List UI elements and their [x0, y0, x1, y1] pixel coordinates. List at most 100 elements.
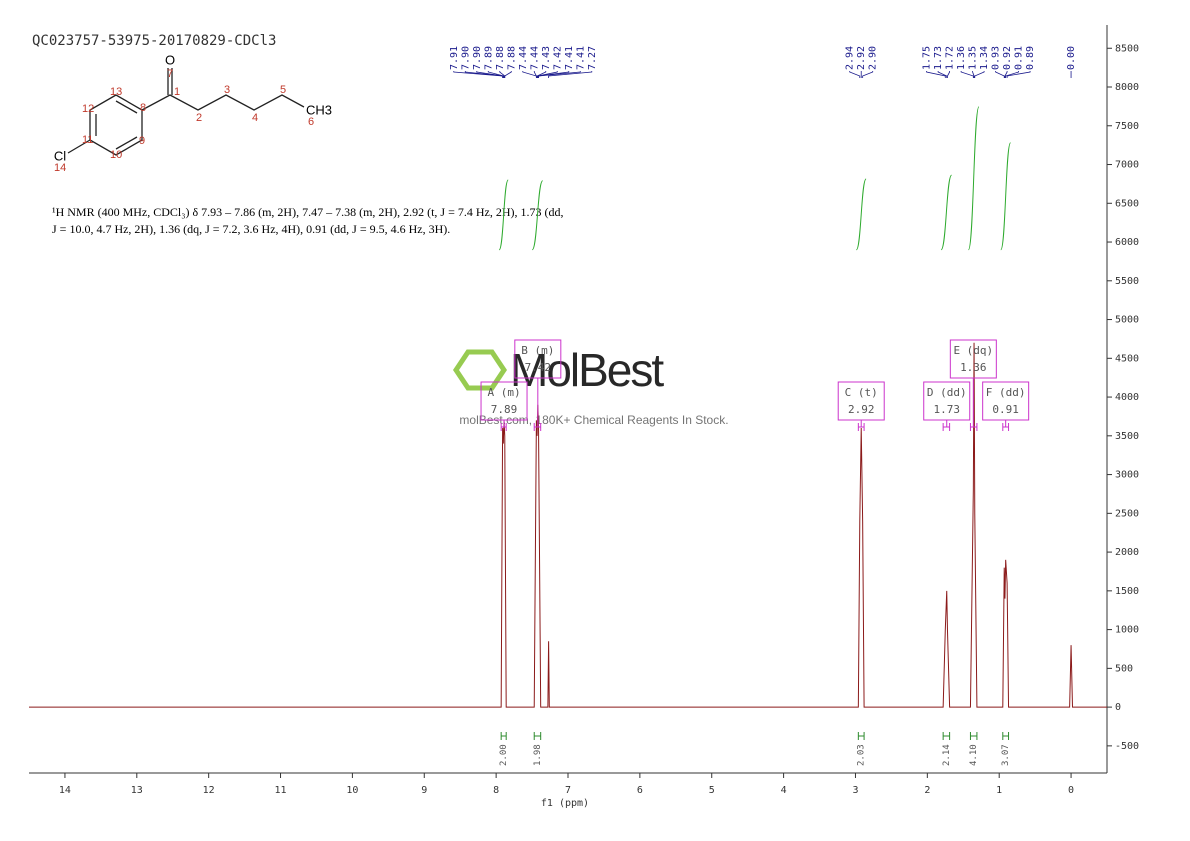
bond: [115, 100, 138, 114]
atom-number: 12: [82, 103, 94, 115]
peak-connector: [536, 71, 547, 78]
atom-label: Cl: [54, 148, 66, 163]
peak-label: 7.44: [518, 46, 529, 70]
nmr-description: ¹H NMR (400 MHz, CDCl₃) δ 7.93 – 7.86 (m…: [52, 205, 564, 219]
peak-connector: [972, 71, 975, 78]
y-tick-label: -500: [1115, 741, 1139, 752]
y-tick-label: 4500: [1115, 353, 1139, 364]
integral-label: 2.03: [857, 744, 867, 766]
spectrum: [29, 342, 1107, 708]
integral-label: 4.10: [969, 744, 979, 766]
y-tick-label: 2000: [1115, 547, 1139, 558]
peak-connector: [533, 71, 537, 78]
y-tick-label: 4000: [1115, 392, 1139, 403]
peak-label: 1.72: [945, 46, 956, 70]
x-axis-label: f1 (ppm): [541, 798, 589, 809]
peak-connector: [926, 71, 946, 78]
integral-curve: [498, 179, 509, 251]
peak-label: 1.36: [956, 46, 967, 70]
peak-label: 0.91: [1014, 46, 1025, 70]
peak-connector: [974, 71, 985, 78]
peak-label: 7.41: [575, 46, 586, 70]
integral-curve: [531, 180, 544, 251]
multiplet-label: C (t): [845, 386, 878, 399]
multiplet-label: E (dq): [953, 344, 993, 357]
multiplet-bracket: [500, 423, 507, 431]
y-tick-label: 6500: [1115, 198, 1139, 209]
peak-connector: [538, 71, 581, 78]
atom-number: 8: [140, 102, 146, 114]
peak-connector: [1005, 71, 1020, 78]
x-tick-label: 7: [565, 785, 571, 796]
peak-label: 2.94: [845, 46, 856, 70]
structure: [67, 68, 305, 156]
peak-connector: [862, 71, 874, 78]
peak-connector: [537, 71, 558, 78]
x-tick-label: 5: [709, 785, 715, 796]
peak-label: 1.73: [933, 46, 944, 70]
peak-connector: [947, 71, 951, 78]
y-tick-label: 2500: [1115, 508, 1139, 519]
multiplet-shift: 2.92: [848, 403, 875, 416]
peak-label: 0.89: [1025, 46, 1036, 70]
multiplet-bracket: [942, 423, 951, 431]
peak-label: 7.41: [564, 46, 575, 70]
x-tick-label: 12: [203, 785, 215, 796]
peak-connector: [937, 71, 948, 78]
x-tick-label: 14: [59, 785, 71, 796]
integral-curve: [967, 106, 980, 251]
x-tick-label: 3: [852, 785, 858, 796]
peak-connector: [960, 71, 974, 78]
peak-connector: [487, 71, 505, 78]
multiplet-bracket: [857, 423, 865, 431]
peak-label: 7.42: [552, 46, 563, 70]
integral-curve: [855, 178, 867, 251]
x-tick-label: 0: [1068, 785, 1074, 796]
x-tick-label: 6: [637, 785, 643, 796]
peak-label: 2.92: [856, 46, 867, 70]
atom-label: O: [165, 52, 175, 67]
bond: [115, 136, 138, 150]
atom-number: 1: [174, 86, 180, 98]
integral-label: 1.98: [533, 744, 543, 766]
peak-label: 1.75: [922, 46, 933, 70]
chain: [141, 94, 305, 111]
peak-label: 0.93: [991, 46, 1002, 70]
x-tick-label: 1: [996, 785, 1002, 796]
peak-label: 7.89: [483, 46, 494, 70]
integral-bracket: [533, 732, 542, 740]
integral-label: 3.07: [1001, 744, 1011, 766]
multiplet-shift: 7.42: [525, 361, 552, 374]
peak-label: 7.91: [449, 46, 460, 70]
peak-label: 7.27: [587, 46, 598, 70]
peak-connector: [504, 71, 512, 78]
integral-bracket: [942, 732, 951, 740]
peak-connector: [548, 71, 593, 78]
multiplet-label: F (dd): [986, 386, 1026, 399]
multiplet-label: B (m): [521, 344, 554, 357]
brand: MolBest: [510, 344, 664, 396]
x-tick-label: 2: [924, 785, 930, 796]
y-tick-label: 5000: [1115, 315, 1139, 326]
multiplet-shift: 1.73: [933, 403, 960, 416]
y-tick-label: 5500: [1115, 276, 1139, 287]
peak-connector: [476, 71, 504, 78]
peak-connector: [1004, 71, 1008, 78]
x-tick-label: 8: [493, 785, 499, 796]
y-tick-label: 7000: [1115, 160, 1139, 171]
atom-number: 3: [224, 84, 230, 96]
y-tick-label: 1000: [1115, 625, 1139, 636]
atom-number: 14: [54, 162, 66, 174]
peak-label: 7.44: [529, 46, 540, 70]
atom-number: 2: [196, 112, 202, 124]
multiplet-label: A (m): [487, 386, 520, 399]
bond: [67, 139, 91, 154]
integral-curve: [940, 174, 953, 251]
y-tick-label: 3500: [1115, 431, 1139, 442]
peak-label: 7.88: [506, 46, 517, 70]
integral-bracket: [500, 732, 507, 740]
y-tick-label: 3000: [1115, 470, 1139, 481]
integral-curve: [1000, 142, 1012, 251]
atom-number: 6: [308, 116, 314, 128]
